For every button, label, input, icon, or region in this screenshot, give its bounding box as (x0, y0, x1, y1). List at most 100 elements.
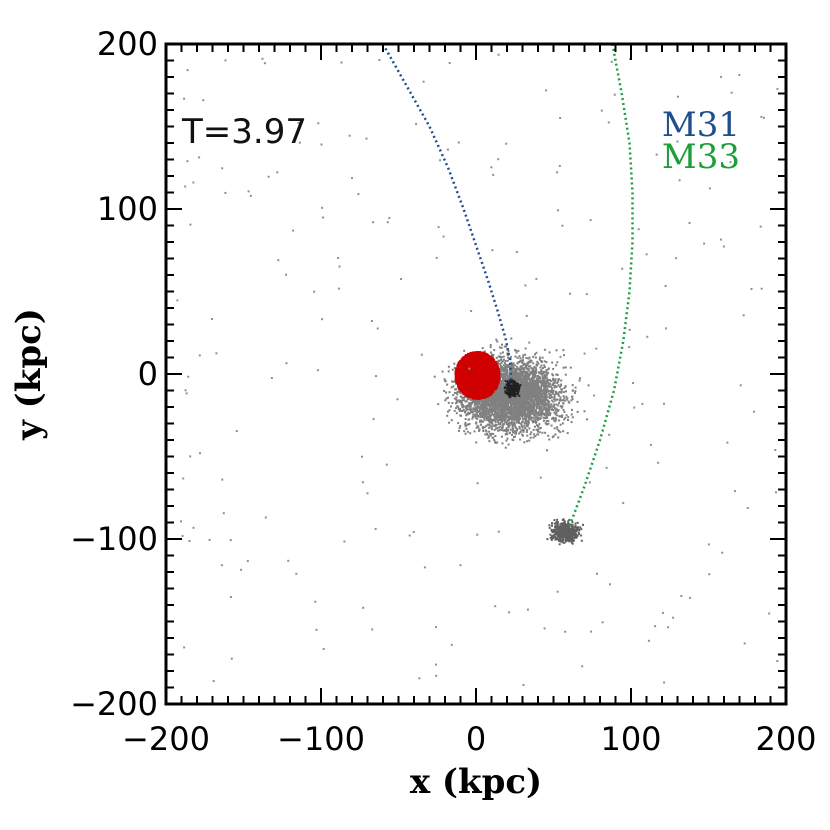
particle (572, 532, 575, 535)
particle (520, 429, 523, 432)
particle (506, 372, 508, 375)
particle (501, 435, 503, 438)
particle (538, 397, 541, 400)
particle (522, 413, 525, 416)
particle (450, 419, 453, 422)
particle (480, 400, 483, 403)
particle (511, 372, 514, 375)
particle (503, 405, 506, 408)
particle (502, 379, 505, 382)
particle (517, 383, 519, 386)
particle (515, 377, 518, 380)
particle (562, 349, 565, 352)
particle (540, 414, 543, 417)
particle (517, 416, 520, 419)
particle (518, 355, 521, 358)
particle (550, 528, 553, 531)
particle (493, 407, 496, 409)
particle (548, 524, 551, 527)
particle (524, 383, 526, 386)
particle (512, 431, 515, 434)
particle (529, 387, 531, 390)
particle (546, 396, 549, 399)
particle (554, 378, 557, 381)
particle (563, 541, 566, 544)
particle (470, 398, 472, 401)
particle (532, 374, 535, 377)
particle (463, 399, 466, 402)
particle (547, 434, 550, 437)
particle (522, 387, 525, 390)
particle (504, 360, 507, 362)
particle (539, 381, 542, 384)
particle (574, 522, 577, 525)
particle (562, 538, 565, 541)
particle (447, 401, 450, 404)
particle (558, 543, 561, 546)
particle (559, 415, 562, 418)
particle (470, 410, 473, 413)
particle (532, 428, 535, 431)
particle (524, 347, 527, 350)
particle (506, 359, 509, 362)
particle (542, 401, 545, 404)
particle (571, 542, 574, 545)
particle (559, 535, 562, 537)
particle (543, 364, 546, 367)
particle (474, 410, 477, 413)
particle (490, 414, 493, 417)
particle (497, 355, 500, 358)
particle (547, 422, 550, 425)
particle (537, 404, 540, 407)
particle (459, 392, 462, 395)
particle (516, 362, 519, 365)
particle (516, 414, 519, 417)
particle (562, 399, 565, 402)
particle (571, 521, 574, 524)
particle (549, 390, 552, 393)
particle (576, 521, 579, 524)
particle (515, 399, 518, 402)
particle (469, 402, 472, 405)
particle (545, 380, 547, 383)
particle (473, 430, 476, 433)
particle (528, 374, 531, 377)
particle (527, 386, 530, 389)
particle (521, 360, 524, 363)
particle (550, 530, 553, 533)
particle (499, 380, 502, 383)
particle (522, 397, 525, 400)
particle (558, 534, 561, 537)
particle (553, 396, 556, 399)
particle (481, 402, 484, 405)
particle (537, 384, 539, 387)
particle (496, 419, 499, 422)
particle (529, 433, 532, 436)
particle (469, 408, 472, 411)
particle (501, 360, 504, 363)
particle (476, 406, 479, 409)
particle (563, 397, 566, 400)
particle (520, 422, 523, 425)
particle (570, 541, 573, 544)
particle (521, 382, 524, 385)
particle (537, 388, 540, 391)
particle (452, 385, 455, 388)
particle (518, 407, 521, 410)
particle (508, 422, 511, 425)
particle (532, 382, 535, 385)
particle (564, 539, 567, 542)
particle (521, 388, 524, 391)
particle (496, 392, 499, 395)
particle (571, 525, 574, 527)
particle-cloud-1 (503, 379, 522, 399)
particle (479, 419, 482, 422)
particle (555, 385, 558, 388)
particle (489, 402, 492, 404)
particle (483, 404, 486, 407)
particle (485, 424, 488, 427)
particle (517, 415, 520, 418)
particle (475, 441, 478, 444)
particle (457, 408, 460, 411)
